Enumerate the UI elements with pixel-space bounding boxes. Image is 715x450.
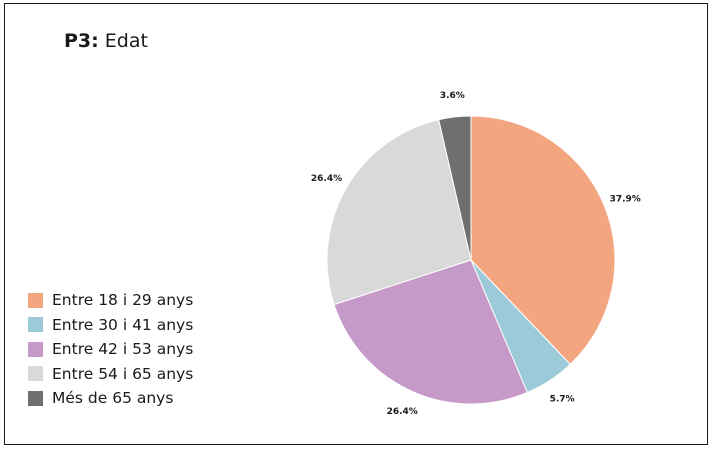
pie-slice: [333, 259, 529, 405]
legend-item: Entre 54 i 65 anys: [28, 362, 193, 387]
pie-slice: [470, 115, 616, 366]
legend-label: Entre 30 i 41 anys: [52, 315, 194, 334]
slice-percent-label: 26.4%: [311, 174, 342, 184]
legend-swatch: [28, 292, 43, 308]
pie-chart: 37.9% 5.7% 26.4% 26.4% 3.6%: [311, 91, 641, 417]
title-text: Edat: [104, 30, 148, 52]
chart-title: P3: Edat: [64, 30, 148, 52]
chart-panel: P3: Edat Entre 18 i 29 anys Entre 30 i 4…: [4, 3, 708, 445]
title-prefix: P3:: [64, 30, 99, 52]
legend-label: Més de 65 anys: [52, 389, 174, 408]
legend-swatch: [28, 366, 43, 382]
legend-label: Entre 54 i 65 anys: [52, 364, 194, 383]
slice-percent-label: 5.7%: [550, 395, 575, 405]
pie-slice: [438, 115, 472, 261]
slice-percent-label: 37.9%: [610, 194, 641, 204]
legend-label: Entre 18 i 29 anys: [52, 291, 194, 310]
legend-swatch: [28, 341, 43, 357]
legend-item: Més de 65 anys: [28, 386, 193, 411]
legend-item: Entre 18 i 29 anys: [28, 288, 193, 313]
legend-swatch: [28, 390, 43, 406]
slice-percent-label: 26.4%: [387, 407, 418, 417]
legend-item: Entre 42 i 53 anys: [28, 337, 193, 362]
pie-slice: [326, 119, 472, 306]
legend-label: Entre 42 i 53 anys: [52, 340, 194, 359]
legend-swatch: [28, 317, 43, 333]
legend-item: Entre 30 i 41 anys: [28, 313, 193, 338]
chart-legend: Entre 18 i 29 anys Entre 30 i 41 anys En…: [28, 288, 193, 411]
slice-percent-label: 3.6%: [440, 91, 465, 101]
